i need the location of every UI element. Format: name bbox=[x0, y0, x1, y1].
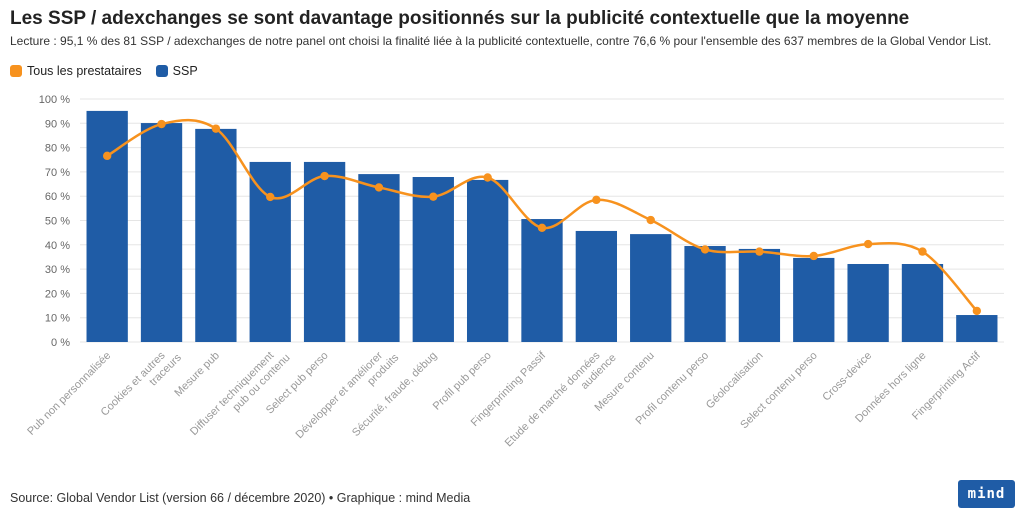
legend-swatch-bar bbox=[155, 65, 168, 77]
x-tick-label: Géolocalisation bbox=[704, 350, 766, 412]
bar-ssp bbox=[684, 246, 726, 342]
y-tick-label: 80 % bbox=[45, 143, 70, 155]
bar-ssp bbox=[956, 315, 998, 342]
point-tous-les-prestataires bbox=[429, 192, 438, 201]
bar-ssp bbox=[358, 174, 400, 342]
bar-ssp bbox=[249, 161, 291, 342]
bar-ssp bbox=[86, 110, 128, 342]
mind-logo: mind bbox=[958, 480, 1015, 508]
point-tous-les-prestataires bbox=[646, 215, 655, 225]
x-tick-label: Cookies et autrestraceurs bbox=[99, 342, 185, 428]
bar-ssp bbox=[466, 179, 509, 342]
chart-source: Source: Global Vendor List (version 66 /… bbox=[10, 491, 471, 505]
bar-ssp bbox=[793, 257, 835, 342]
chart-subtitle: Lecture : 95,1 % des 81 SSP / adexchange… bbox=[10, 34, 992, 48]
bar-ssp bbox=[847, 263, 889, 342]
x-tick-label: Pub non personnalisée bbox=[25, 350, 113, 438]
point-tous-les-prestataires bbox=[211, 124, 221, 133]
x-tick-label: Cross-device bbox=[820, 350, 874, 404]
point-tous-les-prestataires bbox=[700, 245, 710, 254]
bar-ssp bbox=[303, 161, 346, 342]
y-tick-label: 20 % bbox=[45, 288, 70, 300]
y-tick-label: 100 % bbox=[39, 94, 70, 106]
point-tous-les-prestataires bbox=[320, 171, 329, 181]
legend-item-tous-les-prestataires[interactable]: Tous les prestataires bbox=[10, 64, 142, 78]
bar-ssp bbox=[195, 128, 237, 342]
point-tous-les-prestataires bbox=[592, 195, 601, 205]
point-tous-les-prestataires bbox=[266, 192, 275, 202]
y-tick-label: 70 % bbox=[45, 167, 70, 179]
chart-area: 0 % 10 % 20 % 30 % 40 % 50 % 60 % 70 % 80 % 90 % 1… bbox=[25, 94, 1004, 449]
point-tous-les-prestataires bbox=[537, 223, 547, 232]
point-tous-les-prestataires bbox=[809, 251, 818, 261]
legend-item-ssp[interactable]: SSP bbox=[155, 64, 198, 78]
bar-ssp bbox=[738, 248, 781, 342]
point-tous-les-prestataires bbox=[374, 183, 384, 192]
legend-label-tous-les-prestataires: Tous les prestataires bbox=[27, 64, 142, 78]
y-tick-label: 10 % bbox=[45, 313, 70, 325]
bar-ssp bbox=[412, 177, 454, 342]
y-tick-label: 60 % bbox=[45, 191, 70, 203]
bar-ssp bbox=[521, 219, 563, 342]
y-tick-label: 40 % bbox=[45, 240, 70, 252]
point-tous-les-prestataires bbox=[483, 173, 492, 182]
line-tous-les-prestataires bbox=[106, 118, 978, 312]
legend-swatch-line bbox=[10, 65, 22, 77]
point-tous-les-prestataires bbox=[102, 151, 112, 161]
point-tous-les-prestataires bbox=[863, 239, 873, 249]
y-tick-label: 90 % bbox=[45, 118, 70, 130]
bar-ssp bbox=[575, 230, 618, 342]
y-tick-label: 30 % bbox=[45, 264, 70, 276]
y-tick-label: 0 % bbox=[51, 337, 70, 349]
point-tous-les-prestataires bbox=[157, 119, 166, 129]
x-tick-label: Profil pub perso bbox=[431, 350, 494, 413]
bar-ssp bbox=[140, 123, 183, 342]
point-tous-les-prestataires bbox=[918, 247, 927, 256]
chart-title: Les SSP / adexchanges se sont davantage … bbox=[10, 8, 910, 29]
bar-ssp bbox=[901, 263, 944, 342]
point-tous-les-prestataires bbox=[972, 306, 982, 316]
point-tous-les-prestataires bbox=[755, 247, 764, 256]
y-tick-label: 50 % bbox=[45, 216, 70, 228]
legend-label-ssp: SSP bbox=[172, 64, 198, 78]
bar-ssp bbox=[630, 234, 672, 342]
chart-legend: Tous les prestataires SSP bbox=[10, 64, 212, 78]
